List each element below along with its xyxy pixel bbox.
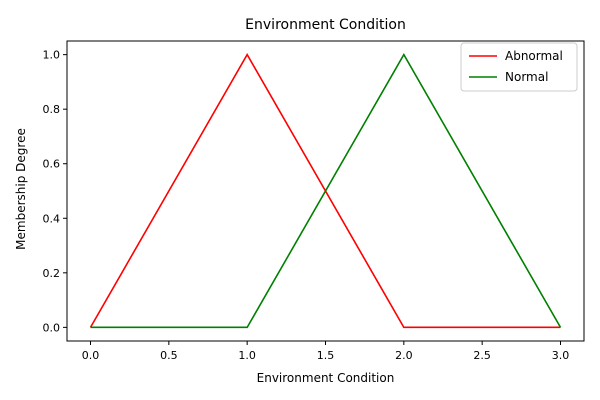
x-tick-label: 0.5 <box>160 349 178 362</box>
x-tick-label: 1.0 <box>238 349 256 362</box>
series-layer <box>89 53 562 329</box>
y-tick-label: 0.4 <box>43 212 61 225</box>
series-line-normal <box>90 53 562 329</box>
y-axis: 0.0 0.2 0.4 0.6 0.8 1.0 <box>43 49 67 334</box>
legend-box <box>460 42 578 92</box>
y-tick-label: 0.0 <box>43 321 61 334</box>
y-tick-label: 0.8 <box>43 103 61 116</box>
legend: Abnormal Normal <box>460 42 578 92</box>
legend-label-normal: Normal <box>505 70 548 84</box>
x-tick-label: 2.0 <box>395 349 413 362</box>
y-tick-label: 0.6 <box>43 158 61 171</box>
x-tick-label: 0.0 <box>82 349 100 362</box>
x-tick-label: 3.0 <box>552 349 570 362</box>
y-axis-label: Membership Degree <box>14 128 28 250</box>
x-axis: 0.0 0.5 1.0 1.5 2.0 2.5 3.0 <box>82 341 570 362</box>
legend-label-abnormal: Abnormal <box>505 49 563 63</box>
x-axis-label: Environment Condition <box>257 371 395 385</box>
y-tick-label: 0.2 <box>43 267 61 280</box>
x-tick-label: 1.5 <box>317 349 335 362</box>
y-tick-label: 1.0 <box>43 49 61 62</box>
x-tick-label: 2.5 <box>473 349 491 362</box>
chart-title: Environment Condition <box>245 17 406 33</box>
